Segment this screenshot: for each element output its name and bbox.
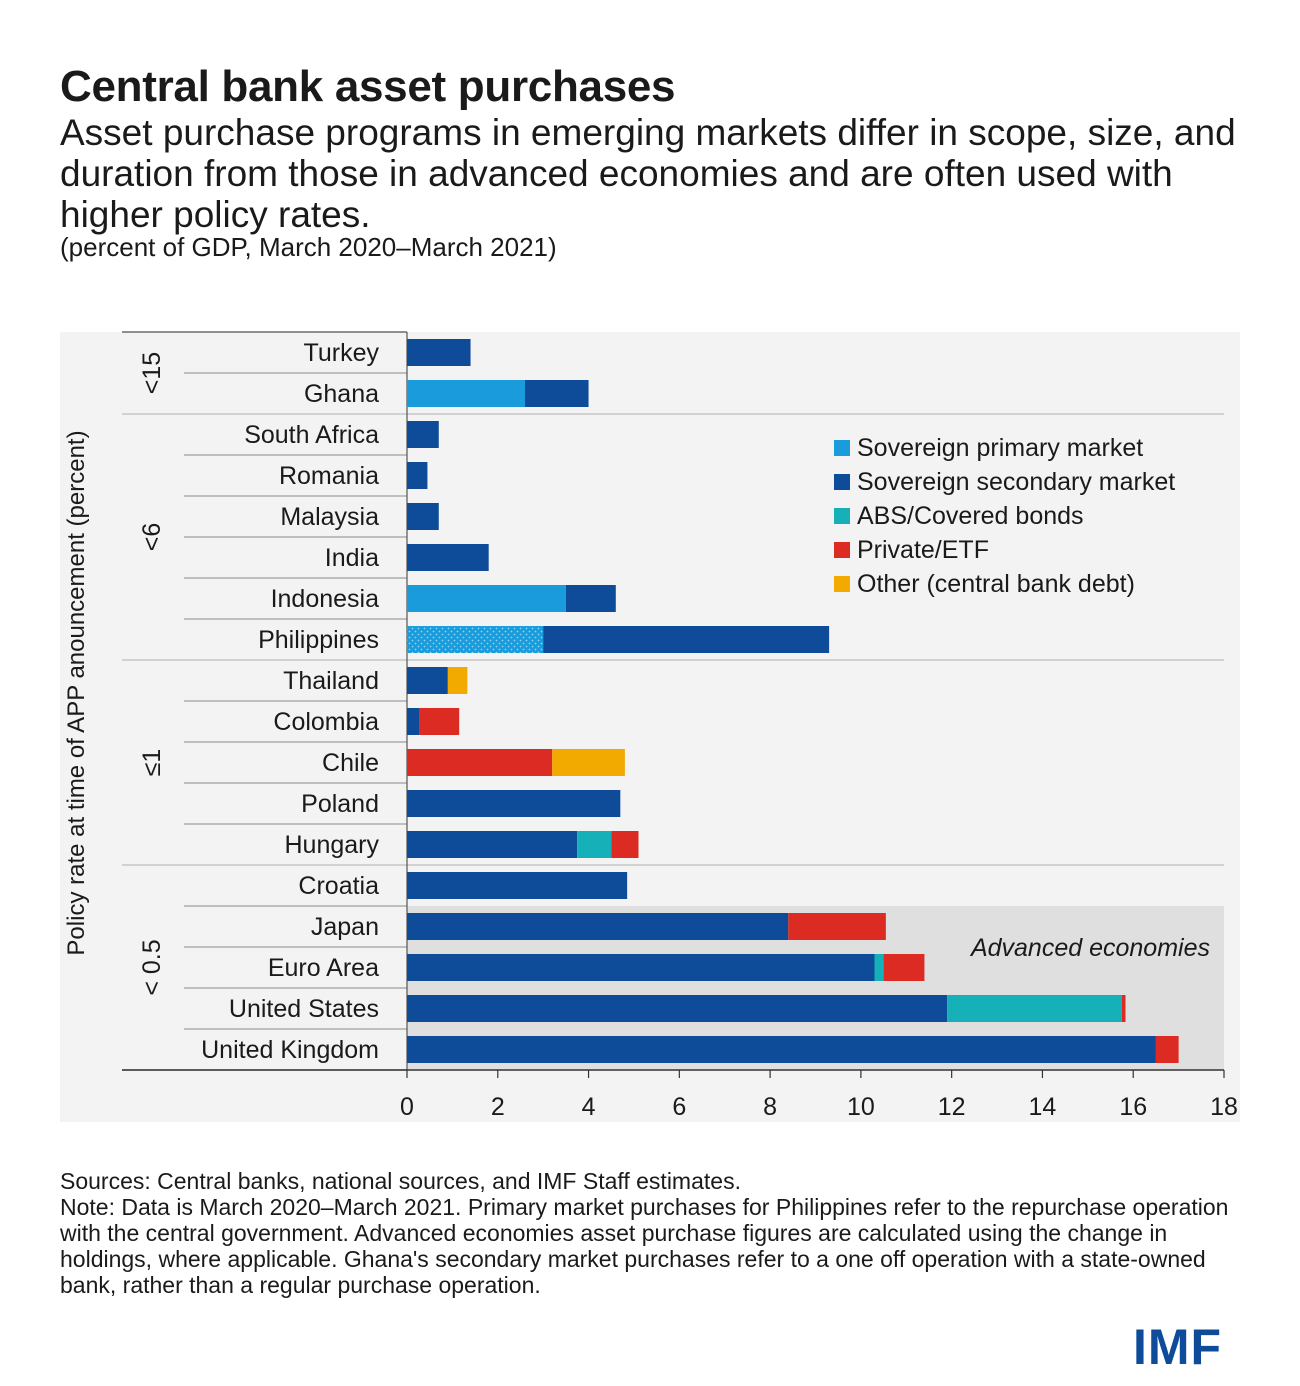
country-label: Malaysia [280,503,379,531]
country-label: South Africa [244,421,379,449]
sources-text: Sources: Central banks, national sources… [60,1168,741,1194]
legend: Sovereign primary market Sovereign second… [834,434,1175,598]
bar-segment [407,708,420,735]
bar-segment [407,872,628,899]
legend-swatch [834,542,850,558]
chart-subtitle: Asset purchase programs in emerging mark… [60,112,1236,235]
legend-label: Sovereign secondary market [857,468,1175,496]
bar-segment [407,462,428,489]
x-tick-label: 10 [847,1093,875,1121]
country-label: Thailand [283,667,379,695]
bar-segment [611,831,639,858]
country-label: Poland [301,790,379,818]
bar-segment [407,421,439,448]
bar-segment [407,790,621,817]
country-label: India [325,544,379,572]
legend-swatch [834,576,850,592]
country-label: Ghana [304,380,379,408]
bar-segment [407,1036,1156,1063]
country-label: Euro Area [268,954,379,982]
bar-segment [407,339,471,366]
bar-segment [565,585,616,612]
legend-label: Private/ETF [857,536,989,564]
note-text: Note: Data is March 2020–March 2021. Pri… [60,1194,1229,1298]
bar-segment [407,749,553,776]
country-label: Croatia [298,872,379,900]
country-label: Japan [311,913,379,941]
legend-swatch [834,508,850,524]
bar-segment [407,913,789,940]
bar-segment [407,831,578,858]
legend-label: ABS/Covered bonds [857,502,1084,530]
group-label: <15 [138,352,166,394]
bar-segment [874,954,884,981]
bar-segment [1121,995,1126,1022]
country-label: Indonesia [271,585,380,613]
country-label: United States [229,995,379,1023]
x-tick-label: 8 [763,1093,777,1121]
stacked-bar-chart: 0 2 4 6 8 10 12 14 16 18 Turkey Ghana South Africa Ro… [60,331,1240,1122]
x-tick-label: 6 [672,1093,686,1121]
legend-swatch [834,440,850,456]
x-tick-label: 2 [491,1093,505,1121]
country-label: Philippines [258,626,379,654]
legend-label: Sovereign primary market [857,434,1143,462]
y-axis-label: Policy rate at time of APP anouncement (… [63,430,90,955]
x-tick-label: 18 [1210,1093,1238,1121]
bar-segment [947,995,1122,1022]
bar-segment [543,626,830,653]
group-label: ≤1 [138,749,166,777]
country-label: Romania [279,462,379,490]
group-label: < 0.5 [138,939,166,995]
bar-segment [407,380,526,407]
x-tick-label: 16 [1119,1093,1147,1121]
bar-segment [407,585,566,612]
country-label: Colombia [273,708,379,736]
group-label: <6 [138,523,166,552]
x-tick-label: 4 [582,1093,596,1121]
bar-segment [407,626,544,653]
bar-segment [1155,1036,1179,1063]
bar-segment [525,380,589,407]
country-label: Turkey [304,339,380,367]
chart-title: Central bank asset purchases [60,62,676,111]
country-label: Hungary [285,831,380,859]
bar-segment [407,503,439,530]
chart-units: (percent of GDP, March 2020–March 2021) [60,232,557,262]
country-label: United Kingdom [201,1036,379,1064]
bar-segment [577,831,612,858]
bar-segment [552,749,625,776]
legend-label: Other (central bank debt) [857,570,1135,598]
bar-segment [407,995,948,1022]
sources-note: Sources: Central banks, national sources… [60,1168,1260,1298]
advanced-economies-label: Advanced economies [969,934,1210,962]
bar-segment [788,913,886,940]
country-label: Chile [322,749,379,777]
bar-segment [883,954,925,981]
bar-segment [419,708,460,735]
x-tick-label: 12 [938,1093,966,1121]
imf-logo: IMF [1133,1319,1223,1375]
x-tick-label: 0 [400,1093,414,1121]
bar-segment [407,954,875,981]
x-tick-label: 14 [1029,1093,1057,1121]
bar-segment [407,667,448,694]
bar-segment [447,667,468,694]
legend-swatch [834,474,850,490]
bar-segment [407,544,489,571]
